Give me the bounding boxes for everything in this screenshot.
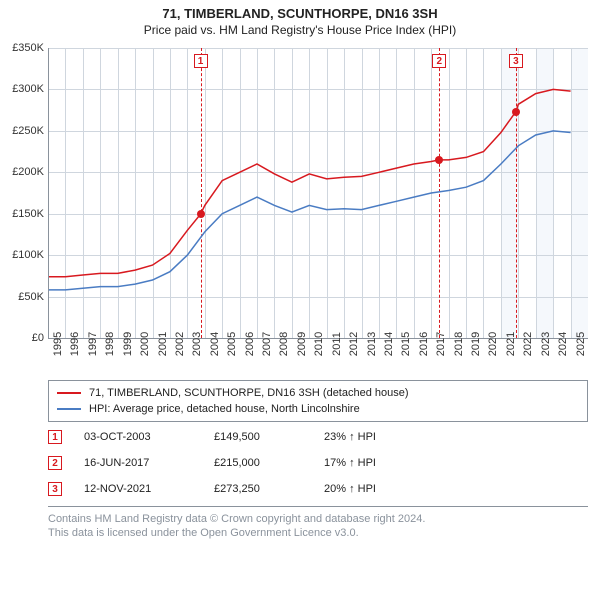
footer-divider <box>48 506 588 507</box>
footer-line-1: Contains HM Land Registry data © Crown c… <box>48 512 588 526</box>
x-axis-label: 1997 <box>87 332 99 356</box>
annotation-row: 3 12-NOV-2021 £273,250 20% ↑ HPI <box>48 476 588 502</box>
y-axis-label: £350K <box>0 42 44 54</box>
y-axis <box>48 48 49 338</box>
annotation-price: £149,500 <box>214 431 324 443</box>
x-axis-label: 2017 <box>435 332 447 356</box>
y-axis-label: £50K <box>0 291 44 303</box>
x-axis-label: 2000 <box>139 332 151 356</box>
x-axis-label: 2011 <box>331 332 343 356</box>
legend-swatch-property <box>57 392 81 394</box>
x-axis-label: 2001 <box>157 332 169 356</box>
chart-plot-area: 123 <box>48 48 588 338</box>
x-axis-label: 2021 <box>505 332 517 356</box>
annotation-price: £273,250 <box>214 483 324 495</box>
x-axis-label: 2016 <box>418 332 430 356</box>
legend-label-property: 71, TIMBERLAND, SCUNTHORPE, DN16 3SH (de… <box>89 387 409 399</box>
x-axis-label: 2024 <box>557 332 569 356</box>
x-axis-label: 2012 <box>348 332 360 356</box>
series-hpi <box>48 131 571 290</box>
legend-label-hpi: HPI: Average price, detached house, Nort… <box>89 403 360 415</box>
annotation-row: 2 16-JUN-2017 £215,000 17% ↑ HPI <box>48 450 588 476</box>
x-axis-label: 2014 <box>383 332 395 356</box>
x-axis-label: 2023 <box>540 332 552 356</box>
y-axis-label: £100K <box>0 249 44 261</box>
legend-entry-hpi: HPI: Average price, detached house, Nort… <box>57 401 579 417</box>
x-axis-label: 1995 <box>52 332 64 356</box>
footer-line-2: This data is licensed under the Open Gov… <box>48 526 588 540</box>
x-axis-label: 2003 <box>191 332 203 356</box>
x-axis-label: 2007 <box>261 332 273 356</box>
annotation-pct: 17% ↑ HPI <box>324 457 444 469</box>
series-property <box>48 89 571 276</box>
x-axis-label: 1998 <box>104 332 116 356</box>
x-axis-label: 2019 <box>470 332 482 356</box>
y-axis-label: £150K <box>0 208 44 220</box>
annotation-price: £215,000 <box>214 457 324 469</box>
annotation-marker-icon: 3 <box>48 482 62 496</box>
y-axis-label: £250K <box>0 125 44 137</box>
x-axis-label: 2005 <box>226 332 238 356</box>
annotation-date: 12-NOV-2021 <box>84 483 214 495</box>
annotation-row: 1 03-OCT-2003 £149,500 23% ↑ HPI <box>48 424 588 450</box>
x-axis-label: 2009 <box>296 332 308 356</box>
legend: 71, TIMBERLAND, SCUNTHORPE, DN16 3SH (de… <box>48 380 588 422</box>
x-axis-label: 2008 <box>278 332 290 356</box>
footer-text: Contains HM Land Registry data © Crown c… <box>48 512 588 540</box>
x-axis-label: 2025 <box>575 332 587 356</box>
x-axis-label: 2022 <box>522 332 534 356</box>
legend-swatch-hpi <box>57 408 81 410</box>
annotation-date: 03-OCT-2003 <box>84 431 214 443</box>
x-axis-label: 1996 <box>69 332 81 356</box>
annotation-pct: 20% ↑ HPI <box>324 483 444 495</box>
x-axis-label: 2002 <box>174 332 186 356</box>
annotation-table: 1 03-OCT-2003 £149,500 23% ↑ HPI 2 16-JU… <box>48 424 588 502</box>
x-axis-label: 2018 <box>453 332 465 356</box>
annotation-date: 16-JUN-2017 <box>84 457 214 469</box>
x-axis-label: 2006 <box>244 332 256 356</box>
annotation-marker-icon: 1 <box>48 430 62 444</box>
annotation-pct: 23% ↑ HPI <box>324 431 444 443</box>
header: 71, TIMBERLAND, SCUNTHORPE, DN16 3SH Pri… <box>0 0 600 39</box>
annotation-marker-icon: 2 <box>48 456 62 470</box>
y-axis-label: £300K <box>0 83 44 95</box>
page-subtitle: Price paid vs. HM Land Registry's House … <box>0 23 600 37</box>
x-axis-label: 1999 <box>122 332 134 356</box>
y-axis-label: £0 <box>0 332 44 344</box>
chart-lines <box>48 48 588 338</box>
x-axis-label: 2015 <box>400 332 412 356</box>
page-title: 71, TIMBERLAND, SCUNTHORPE, DN16 3SH <box>0 6 600 21</box>
x-axis-label: 2004 <box>209 332 221 356</box>
x-axis-label: 2010 <box>313 332 325 356</box>
x-axis-label: 2013 <box>366 332 378 356</box>
x-axis-label: 2020 <box>487 332 499 356</box>
y-axis-label: £200K <box>0 166 44 178</box>
legend-entry-property: 71, TIMBERLAND, SCUNTHORPE, DN16 3SH (de… <box>57 385 579 401</box>
